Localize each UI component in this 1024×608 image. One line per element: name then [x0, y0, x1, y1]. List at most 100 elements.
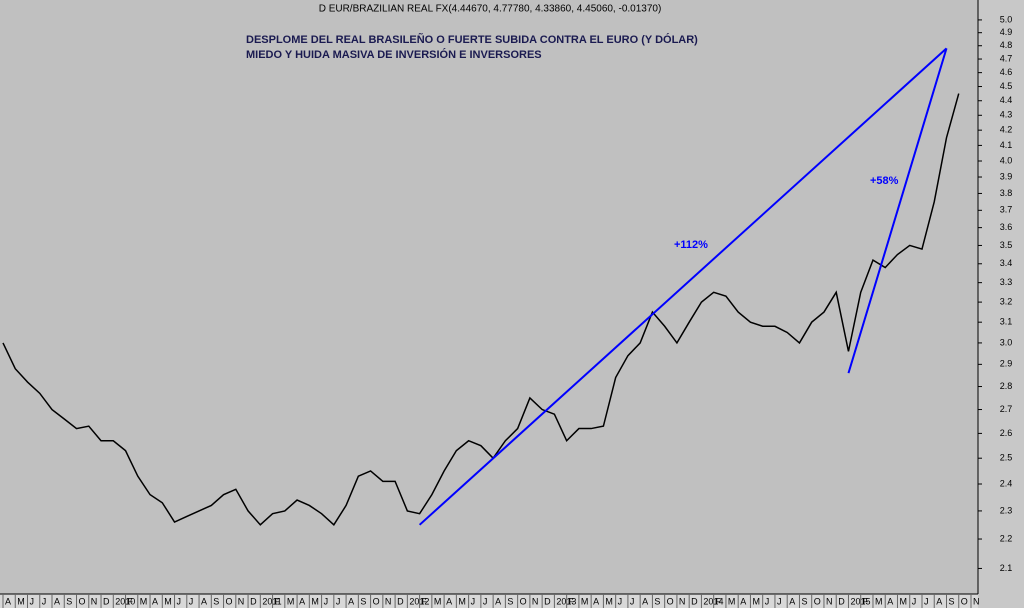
x-tick-label: M [164, 596, 172, 606]
price-line [2, 93, 960, 526]
trend-line [418, 47, 948, 526]
chart-subtitle: MIEDO Y HUIDA MASIVA DE INVERSIÓN E INVE… [246, 48, 542, 61]
x-tick-label: J [177, 596, 182, 606]
x-tick-label: A [495, 596, 501, 606]
x-tick-label: J [618, 596, 623, 606]
y-tick-label: 4.0 [1000, 155, 1013, 165]
x-tick-label: M [752, 596, 760, 606]
y-tick-label: 2.1 [1000, 563, 1013, 573]
y-tick-label: 2.3 [1000, 505, 1013, 515]
x-tick-label: M [17, 596, 25, 606]
x-tick-label: S [801, 596, 807, 606]
x-tick-label: N [679, 596, 686, 606]
x-tick-label: A [446, 596, 452, 606]
annotation: +112% [674, 239, 708, 251]
y-tick-label: 3.9 [1000, 171, 1013, 181]
y-axis-panel [978, 0, 1024, 608]
y-tick-label: 3.3 [1000, 277, 1013, 287]
x-tick-label: D [544, 596, 551, 606]
x-tick-label: F [422, 596, 428, 606]
y-tick-label: 3.4 [1000, 258, 1013, 268]
x-tick-label: A [593, 596, 599, 606]
x-tick-label: A [740, 596, 746, 606]
x-tick-label: D [103, 596, 110, 606]
y-tick-label: 2.4 [1000, 478, 1013, 488]
x-tick-label: J [336, 596, 341, 606]
x-tick-label: S [507, 596, 513, 606]
annotation: +58% [870, 175, 899, 187]
x-tick-label: O [961, 596, 968, 606]
x-tick-label: J [189, 596, 194, 606]
x-tick-label: J [483, 596, 488, 606]
y-tick-label: 3.2 [1000, 296, 1013, 306]
x-tick-label: J [42, 596, 47, 606]
x-tick-label: M [875, 596, 883, 606]
x-tick-label: D [691, 596, 698, 606]
y-tick-label: 3.1 [1000, 317, 1013, 327]
x-tick-label: O [814, 596, 821, 606]
x-tick-label: S [654, 596, 660, 606]
x-tick-label: S [66, 596, 72, 606]
x-tick-label: M [605, 596, 613, 606]
x-tick-label: M [311, 596, 319, 606]
x-tick-label: N [532, 596, 539, 606]
x-tick-label: O [226, 596, 233, 606]
x-tick-label: J [630, 596, 635, 606]
x-tick-label: N [91, 596, 98, 606]
x-tick-label: N [973, 596, 980, 606]
y-tick-label: 2.7 [1000, 404, 1013, 414]
y-tick-label: 3.0 [1000, 337, 1013, 347]
x-tick-label: M [434, 596, 442, 606]
x-tick-label: O [373, 596, 380, 606]
y-tick-label: 5.0 [1000, 14, 1013, 24]
x-tick-label: N [826, 596, 833, 606]
y-tick-label: 2.8 [1000, 381, 1013, 391]
x-tick-label: J [471, 596, 476, 606]
x-tick-label: M [728, 596, 736, 606]
x-tick-label: N [385, 596, 392, 606]
x-tick-label: N [238, 596, 245, 606]
x-tick-label: F [128, 596, 134, 606]
x-tick-label: S [948, 596, 954, 606]
y-tick-label: 2.5 [1000, 453, 1013, 463]
x-tick-label: A [54, 596, 60, 606]
x-tick-label: A [152, 596, 158, 606]
y-tick-label: 4.3 [1000, 110, 1013, 120]
y-tick-label: 2.6 [1000, 428, 1013, 438]
y-tick-label: 4.9 [1000, 27, 1013, 37]
y-tick-label: 4.8 [1000, 40, 1013, 50]
x-tick-label: M [287, 596, 295, 606]
x-tick-label: A [887, 596, 893, 606]
trend-line [847, 48, 948, 374]
y-tick-label: 2.2 [1000, 533, 1013, 543]
x-tick-label: F [569, 596, 575, 606]
x-tick-label: O [79, 596, 86, 606]
x-tick-label: J [912, 596, 917, 606]
chart-title: DESPLOME DEL REAL BRASILEÑO O FUERTE SUB… [246, 33, 698, 46]
x-tick-label: M [899, 596, 907, 606]
y-tick-label: 3.7 [1000, 205, 1013, 215]
x-tick-label: M [581, 596, 589, 606]
x-tick-label: J [765, 596, 770, 606]
x-tick-label: F [863, 596, 869, 606]
x-tick-label: D [397, 596, 404, 606]
y-tick-label: 3.8 [1000, 188, 1013, 198]
x-tick-label: A [642, 596, 648, 606]
x-tick-label: A [5, 596, 11, 606]
y-tick-label: 4.4 [1000, 95, 1013, 105]
x-tick-label: 2011 [262, 596, 281, 606]
x-tick-label: D [838, 596, 845, 606]
plot-area [0, 0, 978, 594]
x-tick-label: J [30, 596, 35, 606]
y-tick-label: 3.6 [1000, 222, 1013, 232]
x-tick-label: D [250, 596, 257, 606]
x-tick-label: S [213, 596, 219, 606]
y-tick-label: 4.2 [1000, 125, 1013, 135]
x-tick-label: O [667, 596, 674, 606]
x-tick-label: J [777, 596, 782, 606]
x-tick-label: M [458, 596, 466, 606]
y-tick-label: 4.7 [1000, 53, 1013, 63]
x-tick-label: J [324, 596, 329, 606]
header: D EUR/BRAZILIAN REAL FX(4.44670, 4.77780… [319, 4, 662, 15]
